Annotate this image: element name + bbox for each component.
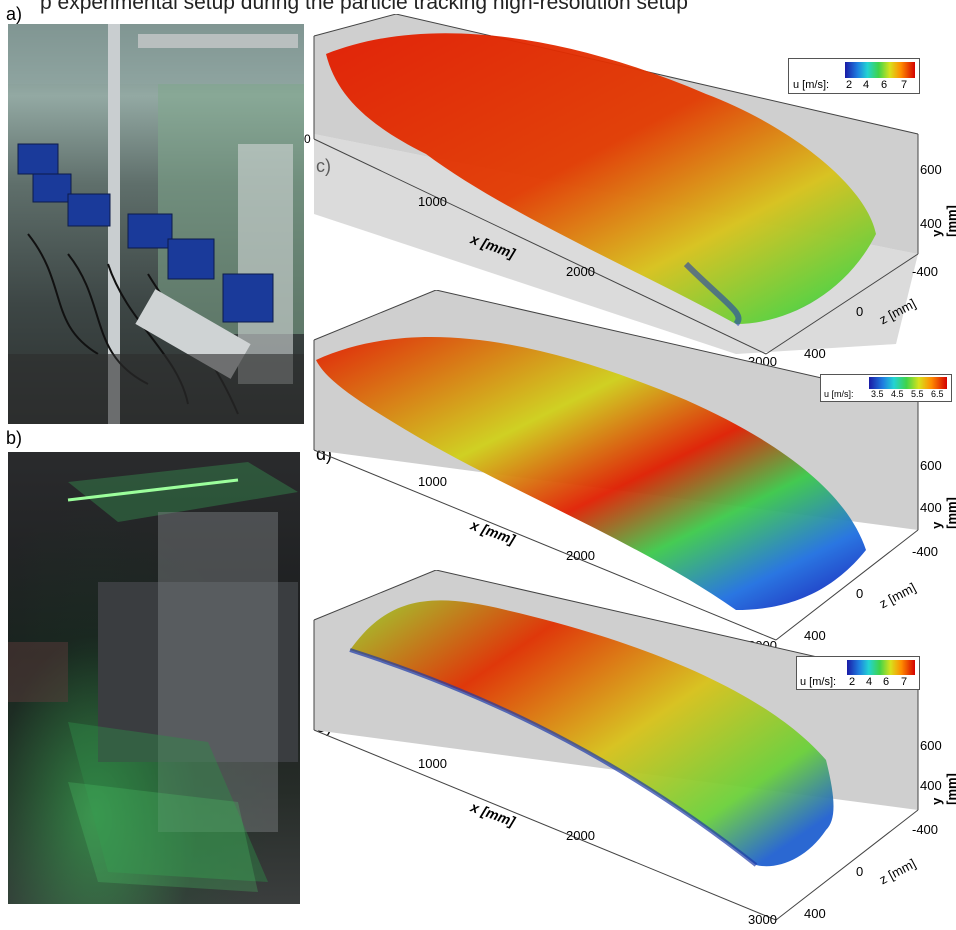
- panel-b-label: b): [6, 428, 23, 448]
- z-tick-0: 0: [856, 864, 864, 879]
- x-tick-0: 0: [304, 132, 311, 146]
- z-tick-0: 0: [856, 304, 864, 319]
- colorbar-c-tick: 4: [863, 79, 870, 91]
- z-tick-400: 400: [804, 628, 826, 643]
- colorbar-d-gradient: [869, 377, 947, 389]
- colorbar-e-tick: 2: [849, 676, 856, 688]
- colorbar-c-tick: 6: [881, 79, 888, 91]
- colorbar-e-tick: 6: [883, 676, 890, 688]
- y-axis-label: y [mm]: [928, 205, 956, 237]
- caption-fragment: p experimental setup during the particle…: [40, 0, 688, 14]
- colorbar-e-tick: 4: [866, 676, 873, 688]
- x-tick-2000: 2000: [566, 548, 595, 563]
- colorbar-d-tick: 3.5: [871, 389, 884, 399]
- colorbar-c-tick: 7: [901, 79, 908, 91]
- colorbar-e-tick: 7: [901, 676, 908, 688]
- x-tick-1000: 1000: [418, 474, 447, 489]
- colorbar-e: u [m/s]: 2 4 6 7: [796, 656, 920, 690]
- x-tick-1000: 1000: [418, 756, 447, 771]
- colorbar-e-label: u [m/s]:: [800, 676, 837, 688]
- wind-tunnel-photo: [8, 452, 300, 904]
- z-tick-neg400: -400: [912, 822, 939, 837]
- panel-a-label: a): [6, 4, 23, 24]
- x-tick-3000: 3000: [748, 912, 777, 927]
- x-tick-2000: 2000: [566, 828, 595, 843]
- z-tick-neg400: -400: [912, 544, 939, 559]
- y-tick-600: 600: [920, 162, 942, 177]
- z-tick-0: 0: [856, 586, 864, 601]
- y-tick-400: 400: [920, 216, 942, 231]
- y-tick-600: 600: [920, 458, 942, 473]
- colorbar-d-label: u [m/s]:: [824, 389, 854, 399]
- colorbar-e-gradient: [847, 660, 915, 675]
- plot-d: [306, 290, 956, 650]
- colorbar-c: u [m/s]: 2 4 6 7: [788, 58, 920, 94]
- colorbar-c-gradient: [845, 62, 915, 78]
- x-tick-1000: 1000: [418, 194, 447, 209]
- colorbar-c-tick: 2: [846, 79, 853, 91]
- y-axis-label: y [mm]: [928, 497, 956, 529]
- colorbar-d-tick: 6.5: [931, 389, 944, 399]
- y-axis-label: y [mm]: [928, 773, 956, 805]
- z-tick-400: 400: [804, 906, 826, 921]
- colorbar-d: u [m/s]: 3.5 4.5 5.5 6.5: [820, 374, 952, 402]
- plot-c: [306, 14, 956, 380]
- z-tick-neg400: -400: [912, 264, 939, 279]
- x-tick-2000: 2000: [566, 264, 595, 279]
- z-tick-400: 400: [804, 346, 826, 361]
- colorbar-d-tick: 5.5: [911, 389, 924, 399]
- camera-setup-photo: [8, 24, 304, 424]
- y-tick-400: 400: [920, 500, 942, 515]
- colorbar-c-label: u [m/s]:: [793, 79, 830, 91]
- y-tick-400: 400: [920, 778, 942, 793]
- plot-e: [306, 570, 956, 930]
- colorbar-d-tick: 4.5: [891, 389, 904, 399]
- y-tick-600: 600: [920, 738, 942, 753]
